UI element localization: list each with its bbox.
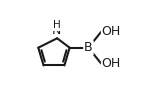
Text: B: B — [84, 41, 93, 54]
Text: OH: OH — [102, 25, 121, 38]
Text: OH: OH — [102, 57, 121, 70]
Text: N: N — [52, 24, 61, 37]
Text: H: H — [53, 20, 61, 30]
